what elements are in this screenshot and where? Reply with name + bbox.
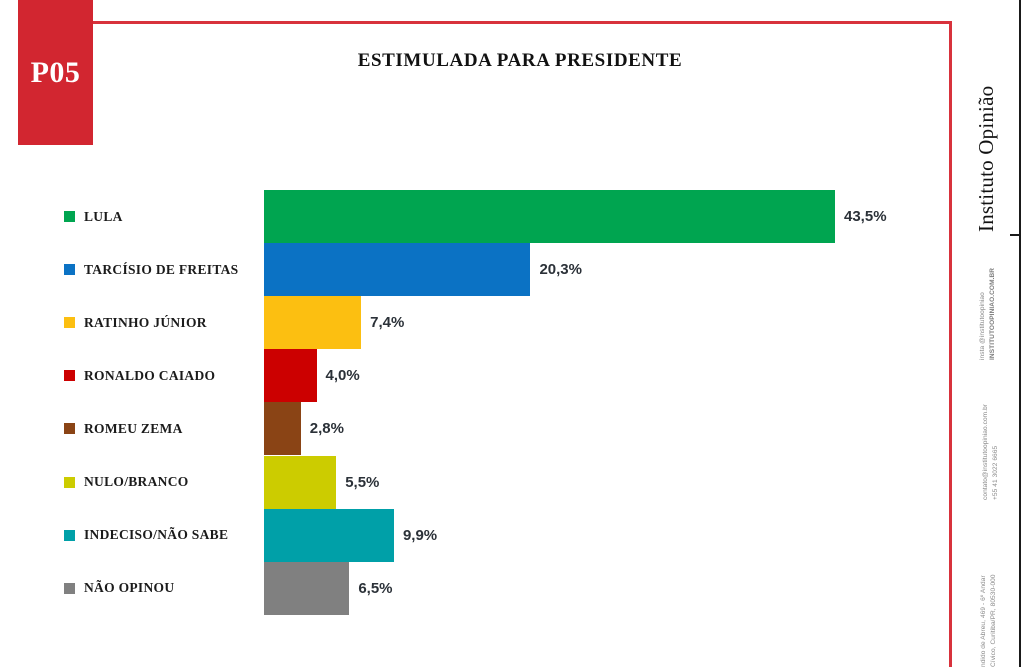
- legend-swatch-icon: [64, 370, 75, 382]
- legend-swatch-icon: [64, 476, 75, 488]
- bar-chart: LULA 43,5% TARCÍSIO DE FREITAS 20,3% RATINHO…: [0, 190, 950, 615]
- bar: [264, 455, 337, 509]
- legend-item: RATINHO JÚNIOR: [64, 296, 207, 349]
- legend-label: NULO/BRANCO: [84, 474, 189, 490]
- chart-row: RONALDO CAIADO 4,0%: [0, 349, 950, 403]
- bar-cell: 7,4%: [264, 296, 405, 350]
- bar-cell: 20,3%: [264, 243, 582, 297]
- contact-phone-text: +55 41 3022 6665: [992, 445, 999, 500]
- frame-top-border: [92, 21, 952, 24]
- brand-name: Instituto Opinião: [974, 85, 998, 232]
- question-number-label: P05: [30, 55, 81, 89]
- bar: [264, 561, 350, 615]
- legend-swatch-icon: [64, 264, 75, 276]
- question-number-badge: P05: [18, 0, 93, 145]
- bar-value-label: 43,5%: [844, 208, 887, 226]
- bar-value-label: 20,3%: [539, 261, 582, 279]
- legend-label: RATINHO JÚNIOR: [84, 314, 207, 330]
- legend-swatch-icon: [64, 423, 75, 435]
- chart-row: RATINHO JÚNIOR 7,4%: [0, 296, 950, 350]
- bar: [264, 349, 317, 403]
- legend-label: TARCÍSIO DE FREITAS: [84, 261, 239, 277]
- bar-value-label: 9,9%: [402, 526, 438, 544]
- bar-cell: 9,9%: [264, 508, 438, 562]
- bar: [264, 243, 531, 297]
- website-text: INSTITUTOOPINIAO.COM.BR: [989, 267, 996, 360]
- bar-value-label: 4,0%: [325, 367, 360, 385]
- bar: [264, 296, 362, 350]
- chart-row: NULO/BRANCO 5,5%: [0, 455, 950, 509]
- chart-row: ROMEU ZEMA 2,8%: [0, 402, 950, 456]
- bar-cell: 4,0%: [264, 349, 360, 403]
- legend-item: NÃO OPINOU: [64, 562, 174, 615]
- legend-item: ROMEU ZEMA: [64, 402, 183, 455]
- legend-item: INDECISO/NÃO SABE: [64, 509, 228, 562]
- address-line-1: ndido de Abreu, 469 - 6º Andar: [980, 575, 987, 667]
- legend-swatch-icon: [64, 317, 75, 329]
- legend-swatch-icon: [64, 529, 75, 541]
- chart-row: INDECISO/NÃO SABE 9,9%: [0, 508, 950, 562]
- bar-value-label: 2,8%: [309, 420, 344, 438]
- legend-swatch-icon: [64, 582, 75, 594]
- bar-cell: 6,5%: [264, 561, 393, 615]
- sidebar-divider: [1019, 0, 1021, 667]
- chart-row: LULA 43,5%: [0, 190, 950, 244]
- legend-swatch-icon: [64, 211, 75, 223]
- brand-sidebar: Instituto Opinião insta @institutoopinia…: [958, 0, 1024, 667]
- legend-label: ROMEU ZEMA: [84, 420, 183, 436]
- legend-label: NÃO OPINOU: [84, 580, 175, 596]
- bar-value-label: 5,5%: [345, 473, 380, 491]
- bar-value-label: 6,5%: [358, 579, 393, 597]
- address-line-2: Cívico, Curitiba/PR, 80530-000: [990, 574, 997, 667]
- bar: [264, 402, 301, 456]
- legend-item: TARCÍSIO DE FREITAS: [64, 243, 238, 296]
- sidebar-tick-mark: [1010, 234, 1019, 236]
- bar-cell: 43,5%: [264, 190, 887, 244]
- legend-label: LULA: [84, 208, 123, 224]
- legend-item: NULO/BRANCO: [64, 455, 189, 508]
- bar: [264, 190, 835, 244]
- social-handle-text: insta @institutoopiniao: [979, 292, 986, 360]
- frame-right-border: [949, 21, 952, 667]
- legend-label: INDECISO/NÃO SABE: [84, 527, 229, 543]
- chart-row: TARCÍSIO DE FREITAS 20,3%: [0, 243, 950, 297]
- bar-value-label: 7,4%: [370, 314, 405, 332]
- contact-email-text: contato@institutoopiniao.com.br: [982, 403, 989, 500]
- legend-label: RONALDO CAIADO: [84, 367, 216, 383]
- legend-item: LULA: [64, 190, 123, 243]
- chart-row: NÃO OPINOU 6,5%: [0, 561, 950, 615]
- bar: [264, 508, 394, 562]
- chart-title: ESTIMULADA PARA PRESIDENTE: [357, 50, 683, 71]
- bar-cell: 5,5%: [264, 455, 380, 509]
- legend-item: RONALDO CAIADO: [64, 349, 215, 402]
- bar-cell: 2,8%: [264, 402, 344, 456]
